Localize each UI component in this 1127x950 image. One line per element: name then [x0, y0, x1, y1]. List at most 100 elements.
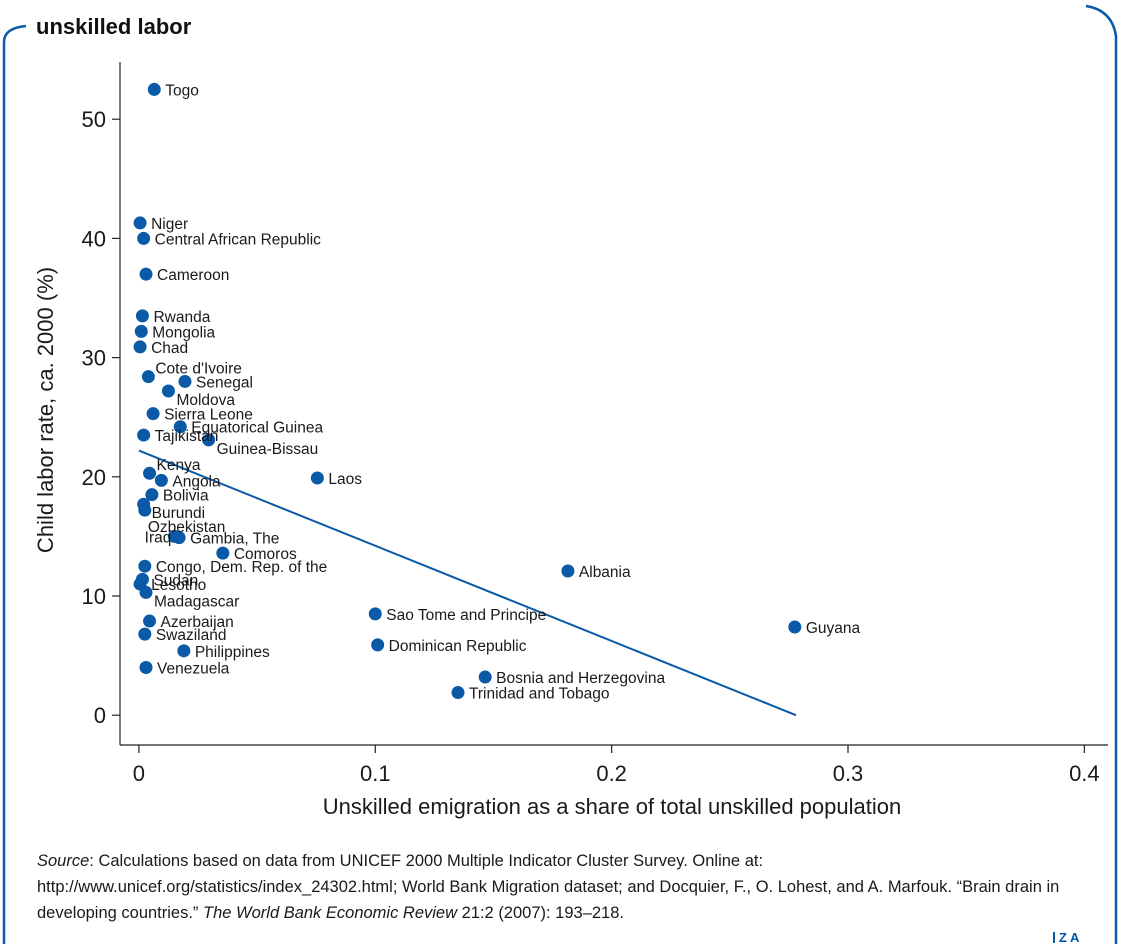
data-point	[173, 420, 187, 434]
logo-text: ZA	[1059, 930, 1083, 945]
point-label: Senegal	[196, 374, 253, 391]
point-label: Mongolia	[152, 324, 215, 341]
data-point	[368, 607, 382, 621]
data-point	[138, 559, 152, 573]
data-point	[141, 370, 155, 384]
data-point	[178, 374, 192, 388]
data-point	[310, 471, 324, 485]
point-label: Kenya	[157, 457, 201, 474]
point-label: Cote d'Ivoire	[155, 361, 242, 378]
data-point	[561, 564, 575, 578]
data-point	[154, 473, 168, 487]
data-point	[139, 267, 153, 281]
x-tick-label: 0	[133, 761, 145, 786]
point-label: Dominican Republic	[389, 638, 527, 655]
point-label: Iraq	[145, 529, 172, 546]
data-point	[138, 503, 152, 517]
figure-title: unskilled labor	[36, 14, 198, 40]
point-label: Gambia, The	[190, 531, 279, 548]
point-label: Rwanda	[153, 309, 210, 326]
point-label: Bosnia and Herzegovina	[496, 670, 665, 687]
y-tick-label: 40	[82, 226, 106, 251]
point-label: Azerbaijan	[161, 614, 234, 631]
data-point	[371, 638, 385, 652]
data-point	[145, 488, 159, 502]
point-label: Moldova	[176, 392, 235, 409]
trend-line-group	[138, 449, 797, 717]
data-point	[161, 384, 175, 398]
y-tick-label: 10	[82, 584, 106, 609]
data-point	[172, 531, 186, 545]
point-label: Ozbekistan	[148, 519, 226, 536]
data-point	[216, 546, 230, 560]
iza-logo: ZA	[1053, 930, 1082, 945]
scatter-chart: 0 10 20 30 40 50 0 0.1 0.2 0.3 0.4 Togo NigerCentra…	[33, 62, 1108, 819]
source-text: : Calculations based on data from UNICEF…	[37, 852, 1060, 922]
y-axis-label: Child labor rate, ca. 2000 (%)	[33, 267, 58, 553]
logo-bar	[1053, 932, 1055, 943]
data-point	[138, 627, 152, 641]
point-label: Cameroon	[157, 267, 229, 284]
y-tick-label: 50	[82, 107, 106, 132]
point-label: Equatorical Guinea	[191, 420, 323, 437]
x-axis-label: Unskilled emigration as a share of total…	[323, 794, 901, 819]
point-label: Trinidad and Tobago	[469, 686, 609, 703]
point-label: Chad	[151, 340, 188, 357]
point-label: Sao Tome and Principe	[386, 607, 546, 624]
data-point	[143, 614, 157, 628]
point-label: Angola	[172, 473, 221, 490]
frame-border	[2, 4, 1118, 944]
data-point	[202, 433, 216, 447]
data-point	[146, 407, 160, 421]
point-label: Tajikistan	[155, 428, 219, 445]
data-point	[137, 231, 151, 245]
data-point	[139, 585, 153, 599]
point-label: Swaziland	[156, 627, 227, 644]
point-label: Venezuela	[157, 661, 230, 678]
point-label: Albania	[579, 564, 631, 581]
point-label: Congo, Dem. Rep. of the	[156, 559, 327, 576]
x-tick-label: 0.2	[596, 761, 627, 786]
y-tick-label: 30	[82, 346, 106, 371]
point-label: Burundi	[152, 505, 205, 522]
data-point	[133, 340, 147, 354]
chart-axes: 0 10 20 30 40 50 0 0.1 0.2 0.3 0.4	[82, 62, 1108, 786]
y-tick-label: 0	[94, 703, 106, 728]
point-label: Guyana	[806, 620, 861, 637]
data-point	[177, 644, 191, 658]
point-label: Bolivia	[163, 488, 209, 505]
data-point	[478, 670, 492, 684]
source-note: Source: Calculations based on data from …	[37, 848, 1107, 926]
point-label: Niger	[151, 216, 188, 233]
source-label: Source	[37, 852, 90, 870]
data-point	[134, 324, 148, 338]
x-tick-label: 0.3	[833, 761, 864, 786]
trend-line	[138, 449, 797, 717]
data-points	[133, 82, 802, 700]
data-point	[147, 82, 161, 96]
data-point	[451, 686, 465, 700]
point-label: Madagascar	[154, 593, 239, 610]
point-label: Sudan	[153, 572, 198, 589]
point-label: Laos	[328, 471, 362, 488]
x-tick-label: 0.4	[1069, 761, 1100, 786]
point-label: Lesotho	[151, 577, 206, 594]
x-tick-label: 0.1	[360, 761, 391, 786]
data-point	[139, 661, 153, 675]
point-label: Comoros	[234, 546, 297, 563]
point-label: Guinea-Bissau	[217, 441, 319, 458]
point-label: Sierra Leone	[164, 407, 253, 424]
data-point	[137, 428, 151, 442]
source-journal: The World Bank Economic Review	[203, 904, 458, 922]
source-tail: 21:2 (2007): 193–218.	[457, 904, 624, 922]
data-point	[143, 466, 157, 480]
data-point	[788, 620, 802, 634]
data-point	[133, 216, 147, 230]
data-point	[135, 309, 149, 323]
point-label: Central African Republic	[155, 231, 322, 248]
y-tick-label: 20	[82, 465, 106, 490]
point-label: Togo	[165, 82, 199, 99]
point-label: Philippines	[195, 644, 270, 661]
